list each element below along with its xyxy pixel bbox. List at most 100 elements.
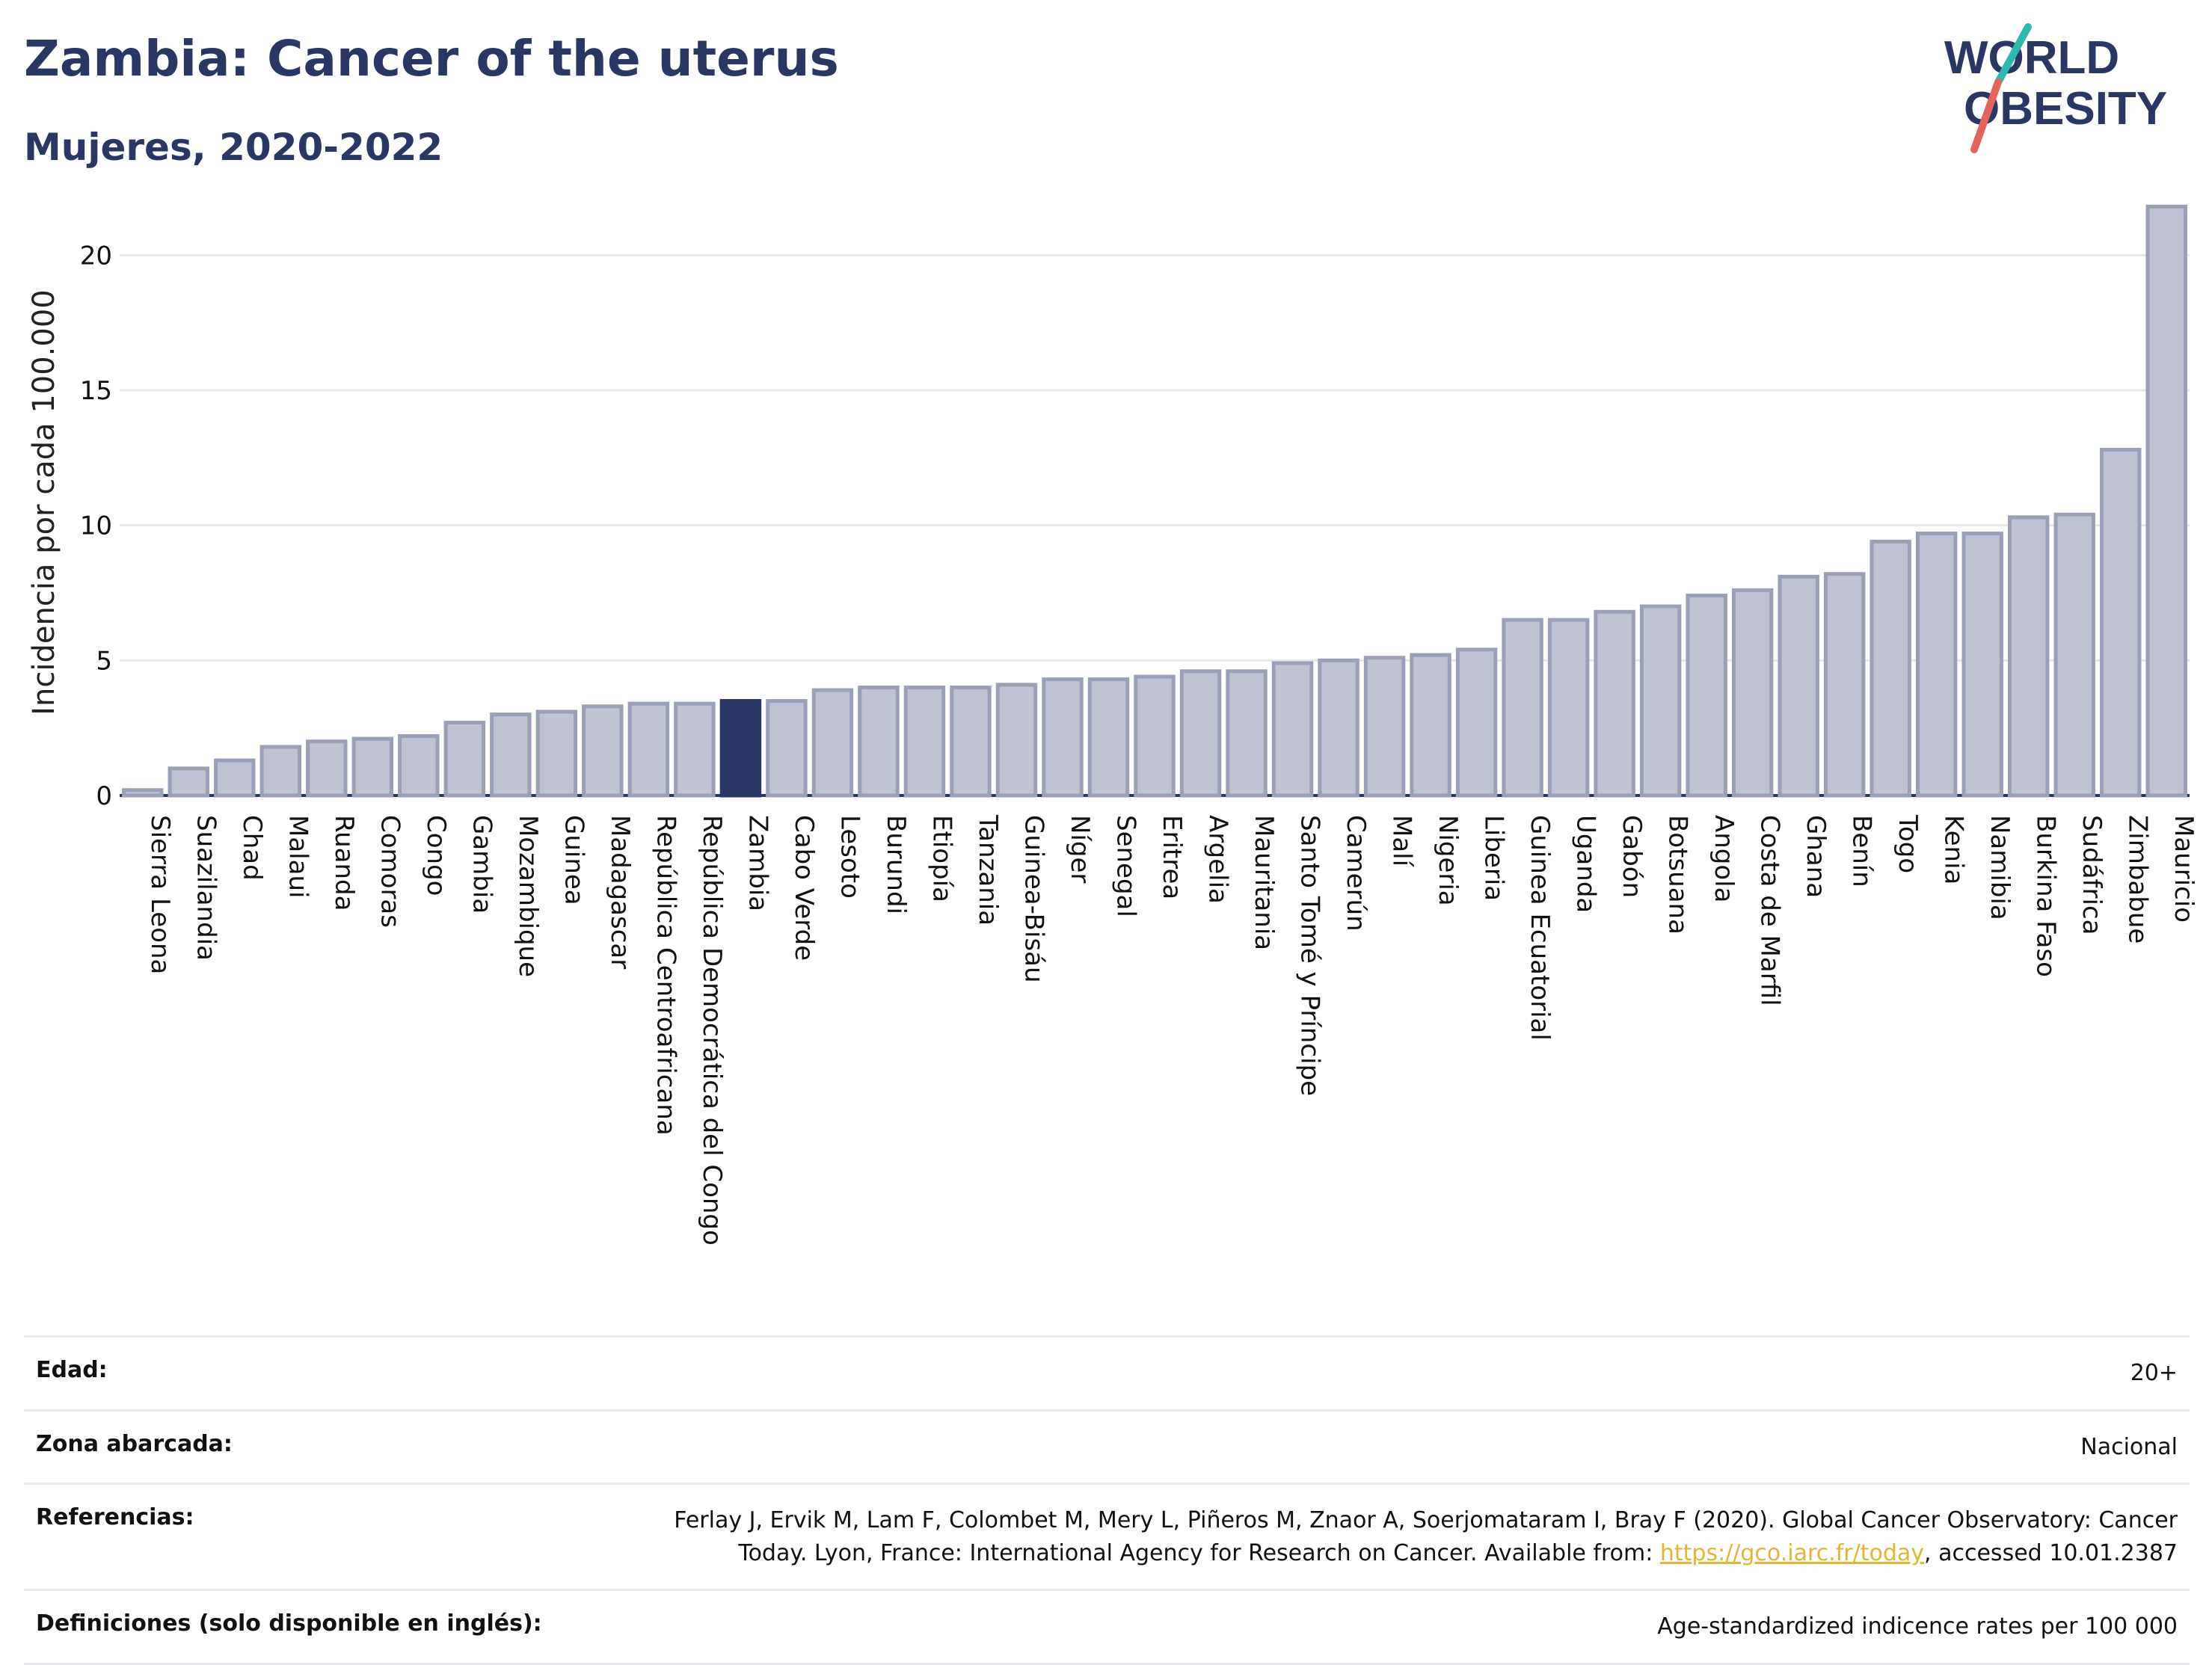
- info-row-references: Referencias: Ferlay J, Ervik M, Lam F, C…: [24, 1483, 2190, 1589]
- bar-etiopía: [903, 685, 946, 798]
- x-tick-label: Guinea-Bisáu: [1019, 815, 1048, 983]
- bar-eritrea: [1134, 674, 1176, 798]
- info-row-age: Edad: 20+: [24, 1335, 2190, 1409]
- x-tick-label: Suazilandia: [191, 815, 221, 961]
- x-tick-label: Malí: [1387, 815, 1417, 868]
- x-tick-label: Botsuana: [1663, 815, 1693, 935]
- x-tick-label: Burkina Faso: [2031, 815, 2061, 977]
- bar-níger: [1042, 677, 1084, 798]
- bar-sudáfrica: [2053, 512, 2095, 798]
- info-label-age: Edad:: [36, 1357, 108, 1383]
- x-tick-label: Namibia: [1985, 815, 2015, 920]
- x-tick-label: Benín: [1847, 815, 1877, 887]
- bar-togo: [1870, 539, 1911, 798]
- x-tick-label: Chad: [237, 815, 267, 881]
- info-row-zone: Zona abarcada: Nacional: [24, 1409, 2190, 1483]
- reference-line1: Ferlay J, Ervik M, Lam F, Colombet M, Me…: [674, 1507, 2178, 1533]
- logo-slash-red: [1970, 79, 2002, 153]
- bar-camerún: [1318, 658, 1360, 798]
- x-tick-label: Congo: [421, 815, 451, 896]
- y-tick-label: 15: [80, 376, 112, 406]
- bar-zambia: [719, 699, 762, 798]
- bar-burkina-faso: [2007, 515, 2050, 798]
- x-tick-label: Ruanda: [329, 815, 359, 911]
- bar-gambia: [443, 720, 486, 798]
- x-tick-label: Lesoto: [835, 815, 864, 899]
- info-label-references: Referencias:: [36, 1504, 194, 1530]
- bar-guinea-bisáu: [995, 683, 1038, 798]
- bar-chad: [214, 758, 256, 798]
- x-tick-labels: Sierra Leona Suazilandia Chad Malaui Ruanda C…: [145, 814, 2199, 1246]
- x-tick-label: Malaui: [283, 815, 313, 898]
- x-tick-label: Guinea: [559, 815, 589, 905]
- x-tick-label: Eritrea: [1157, 815, 1187, 899]
- reference-link[interactable]: https://gco.iarc.fr/today: [1659, 1539, 1925, 1566]
- bar-burundi: [858, 685, 900, 798]
- x-tick-label: Comoras: [375, 815, 405, 928]
- bar-ruanda: [306, 739, 348, 798]
- y-tick-label: 0: [96, 781, 112, 811]
- bar-lesoto: [811, 688, 854, 798]
- bar-kenia: [1915, 532, 1958, 798]
- x-tick-label: Angola: [1709, 815, 1739, 902]
- x-tick-label: Costa de Marfil: [1755, 815, 1785, 1006]
- reference-line2-pre: Today. Lyon, France: International Agenc…: [738, 1539, 1660, 1566]
- x-tick-label: Ghana: [1801, 815, 1831, 898]
- bar-tanzania: [950, 685, 992, 798]
- bar-botsuana: [1639, 604, 1682, 798]
- x-tick-label: Tanzania: [973, 814, 1003, 926]
- bar-zimbabue: [2100, 447, 2142, 798]
- x-tick-label: Gabón: [1617, 815, 1647, 898]
- x-tick-label: Gambia: [467, 815, 497, 914]
- bar-congo: [398, 734, 440, 798]
- bar-cabo-verde: [766, 699, 808, 798]
- bar-malaui: [259, 745, 302, 798]
- info-label-zone: Zona abarcada:: [36, 1430, 233, 1457]
- x-tick-label: Argelia: [1203, 815, 1233, 904]
- y-tick-labels: 0 5 10 15 20: [80, 241, 112, 811]
- info-value-age: 20+: [2130, 1360, 2178, 1386]
- x-tick-label: Zimbabue: [2123, 815, 2153, 944]
- x-tick-label: Mozambique: [513, 815, 543, 977]
- x-tick-label: Mauritania: [1249, 815, 1279, 950]
- bar-liberia: [1455, 647, 1498, 798]
- bar-comoras: [351, 736, 394, 798]
- bar-república-democrática-del-congo: [674, 701, 716, 798]
- x-tick-label: Guinea Ecuatorial: [1525, 815, 1555, 1041]
- info-label-definitions: Definiciones (solo disponible en inglés)…: [36, 1610, 542, 1637]
- bar-guinea: [535, 710, 578, 798]
- x-tick-label: Mauricio: [2169, 815, 2199, 923]
- x-tick-label: República Democrática del Congo: [697, 815, 727, 1246]
- bar-ghana: [1778, 574, 1819, 798]
- x-tick-label: Senegal: [1110, 815, 1140, 917]
- world-obesity-logo: WORLD OBESITY: [1944, 23, 2167, 153]
- x-tick-label: Kenia: [1939, 815, 1969, 884]
- bar-namibia: [1961, 532, 2003, 798]
- x-tick-label: Togo: [1893, 814, 1923, 873]
- x-tick-label: Nigeria: [1433, 815, 1463, 906]
- bar-mozambique: [490, 713, 532, 798]
- chart-title: Zambia: Cancer of the uterus: [24, 30, 839, 87]
- bar-madagascar: [582, 704, 624, 798]
- bar-angola: [1686, 594, 1727, 798]
- x-tick-label: Burundi: [881, 815, 911, 914]
- bars-layer: [122, 204, 2187, 798]
- x-tick-label: Cabo Verde: [789, 815, 819, 961]
- y-axis-title: Incidencia por cada 100.000: [27, 289, 61, 715]
- x-tick-label: Uganda: [1571, 815, 1601, 913]
- bar-mauritania: [1226, 669, 1268, 798]
- info-table: Edad: 20+ Zona abarcada: Nacional Refere…: [24, 1335, 2190, 1665]
- chart-subtitle: Mujeres, 2020-2022: [24, 126, 443, 169]
- logo-slash-teal: [1994, 23, 2032, 86]
- bar-argelia: [1179, 669, 1222, 798]
- x-tick-label: Santo Tomé y Príncipe: [1295, 815, 1325, 1096]
- x-tick-label: Níger: [1065, 815, 1095, 883]
- bar-chart: 0 5 10 15 20 Sierra Leona Suazilandia Chad Mala…: [27, 204, 2199, 1246]
- bar-uganda: [1547, 618, 1590, 798]
- bar-costa-de-marfil: [1731, 588, 1774, 798]
- bar-malí: [1363, 656, 1406, 798]
- x-tick-label: Sierra Leona: [145, 815, 175, 974]
- bar-mauricio: [2145, 204, 2187, 798]
- reference-line2-post: , accessed 10.01.2387: [1924, 1539, 2178, 1566]
- x-tick-label: Madagascar: [605, 815, 635, 969]
